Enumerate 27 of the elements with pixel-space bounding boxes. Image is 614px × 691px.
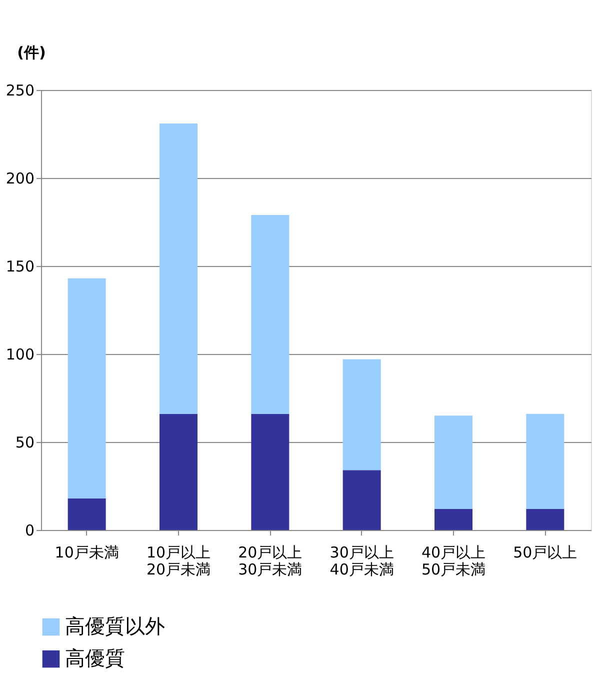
bar — [251, 214, 290, 414]
x-tick-label: 10戸以上 20戸未満 — [146, 544, 211, 578]
legend-label: 高優質 — [65, 646, 125, 670]
bar — [68, 498, 106, 530]
bar — [434, 508, 472, 530]
bar — [526, 508, 564, 530]
legend-label: 高優質以外 — [65, 614, 165, 638]
bar — [526, 414, 564, 509]
y-axis-title: (件) — [17, 44, 46, 62]
y-tick-label: 100 — [6, 346, 34, 364]
bar — [251, 414, 290, 530]
y-tick-label: 250 — [6, 82, 34, 100]
y-tick-label: 150 — [6, 258, 34, 276]
x-tick-label: 30戸以上 40戸未満 — [330, 544, 394, 578]
x-tick-label: 50戸以上 — [513, 544, 578, 562]
bar — [342, 470, 381, 530]
y-tick-label: 0 — [24, 522, 34, 540]
x-tick-label: 10戸未満 — [54, 544, 119, 562]
x-tick-label: 20戸以上 30戸未満 — [238, 544, 302, 578]
bar — [160, 123, 198, 414]
bar — [68, 278, 106, 498]
y-tick-label: 50 — [15, 434, 34, 452]
y-tick-label: 200 — [6, 170, 34, 188]
bar — [434, 416, 472, 509]
bar — [342, 359, 381, 470]
x-tick-label: 40戸以上 50戸未満 — [421, 544, 486, 578]
bar — [160, 414, 198, 530]
